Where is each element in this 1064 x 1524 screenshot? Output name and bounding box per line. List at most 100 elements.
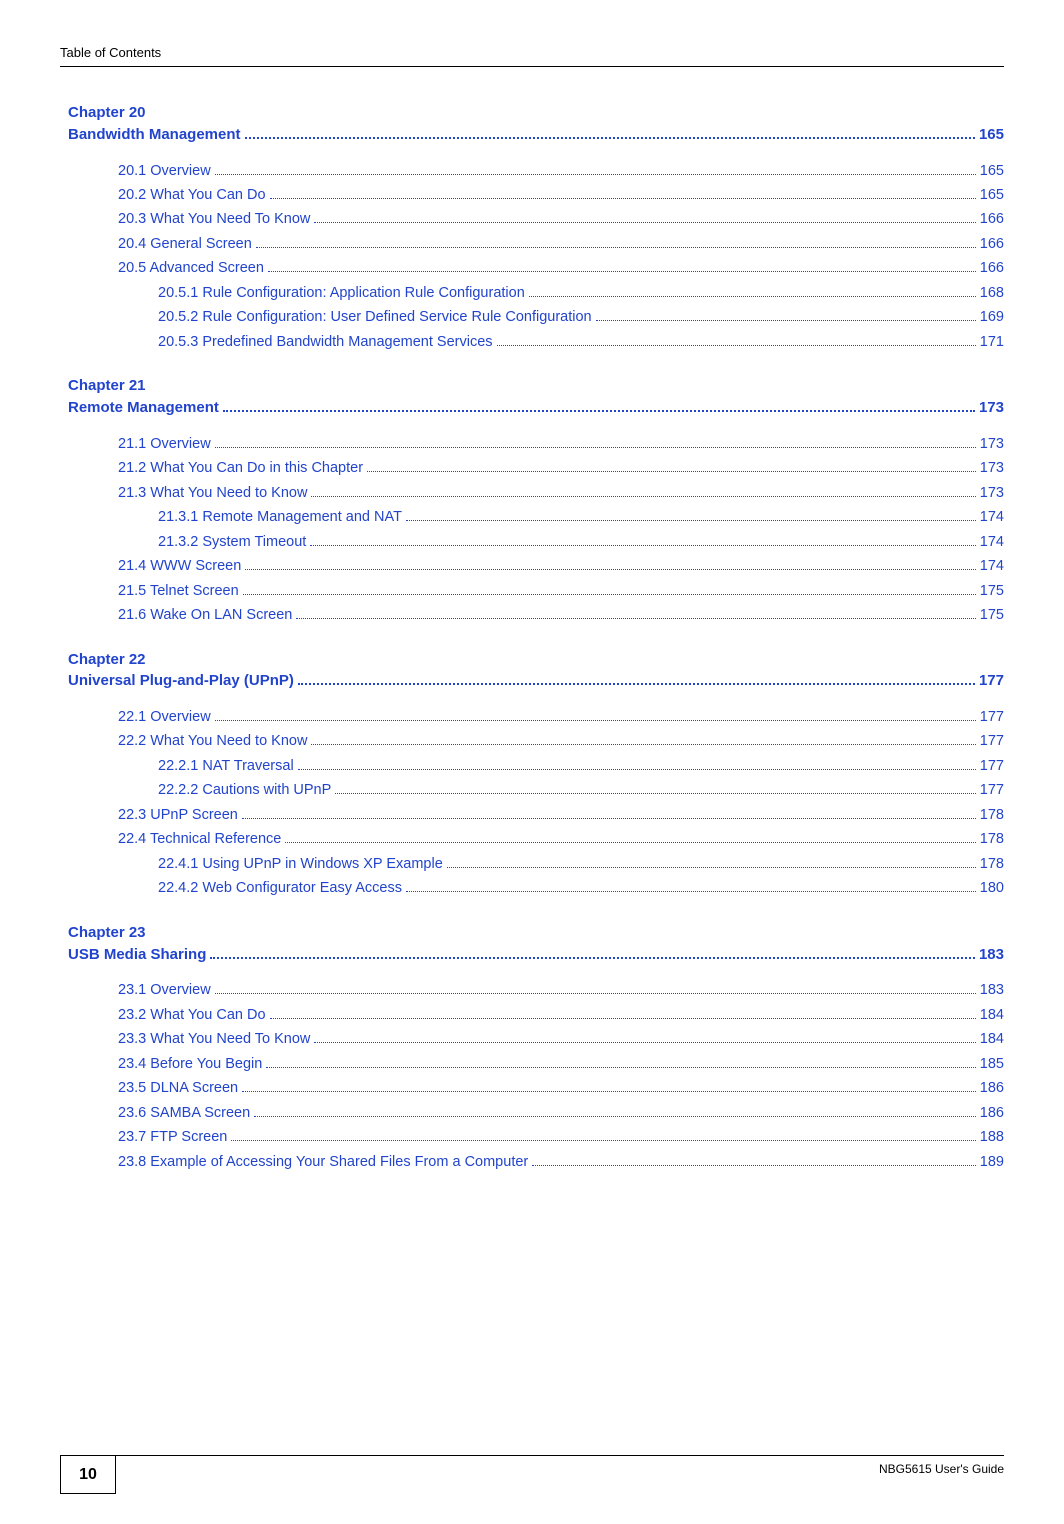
toc-entry-page: 174: [980, 506, 1004, 528]
leader-dots: [268, 271, 976, 272]
toc-line[interactable]: 20.3 What You Need To Know 166: [118, 208, 1004, 230]
leader-dots: [497, 345, 976, 346]
toc-line[interactable]: 21.4 WWW Screen 174: [118, 555, 1004, 577]
toc-line[interactable]: 21.5 Telnet Screen 175: [118, 580, 1004, 602]
toc-line[interactable]: 20.4 General Screen 166: [118, 233, 1004, 255]
leader-dots: [314, 1042, 975, 1043]
chapter-title: USB Media Sharing: [68, 944, 206, 966]
leader-dots: [285, 842, 975, 843]
leader-dots: [256, 247, 976, 248]
toc-entry-page: 175: [980, 604, 1004, 626]
toc-line[interactable]: 23.5 DLNA Screen 186: [118, 1077, 1004, 1099]
leader-dots: [296, 618, 975, 619]
toc-line[interactable]: 23.8 Example of Accessing Your Shared Fi…: [118, 1151, 1004, 1173]
toc-entry-text: 22.4 Technical Reference: [118, 828, 281, 850]
toc-entry-text: 21.2 What You Can Do in this Chapter: [118, 457, 363, 479]
toc-entry-page: 171: [980, 331, 1004, 353]
toc-line[interactable]: 23.2 What You Can Do 184: [118, 1004, 1004, 1026]
toc-line[interactable]: 21.2 What You Can Do in this Chapter 173: [118, 457, 1004, 479]
toc-line[interactable]: 20.5 Advanced Screen 166: [118, 257, 1004, 279]
leader-dots: [314, 222, 975, 223]
toc-entry-text: 20.4 General Screen: [118, 233, 252, 255]
leader-dots: [223, 410, 975, 412]
toc-entry-page: 168: [980, 282, 1004, 304]
toc-entry-text: 21.1 Overview: [118, 433, 211, 455]
chapter-title-line[interactable]: Universal Plug-and-Play (UPnP) 177: [68, 670, 1004, 692]
chapter-page: 183: [979, 944, 1004, 966]
toc-line[interactable]: 23.3 What You Need To Know 184: [118, 1028, 1004, 1050]
toc-entry-text: 23.4 Before You Begin: [118, 1053, 262, 1075]
toc-line[interactable]: 21.1 Overview 173: [118, 433, 1004, 455]
toc-entry-page: 165: [980, 184, 1004, 206]
toc-entry-text: 23.3 What You Need To Know: [118, 1028, 310, 1050]
toc-line[interactable]: 22.4 Technical Reference 178: [118, 828, 1004, 850]
toc-line[interactable]: 20.5.1 Rule Configuration: Application R…: [118, 282, 1004, 304]
leader-dots: [266, 1067, 975, 1068]
leader-dots: [243, 594, 976, 595]
toc-entry-text: 20.3 What You Need To Know: [118, 208, 310, 230]
section-list: 23.1 Overview 183 23.2 What You Can Do 18…: [68, 979, 1004, 1173]
chapter-block: Chapter 23USB Media Sharing 183 23.1 Overv…: [68, 922, 1004, 1173]
toc-line[interactable]: 21.3.2 System Timeout 174: [118, 531, 1004, 553]
chapter-label[interactable]: Chapter 23: [68, 922, 1004, 944]
toc-entry-page: 186: [980, 1077, 1004, 1099]
toc-line[interactable]: 22.4.1 Using UPnP in Windows XP Example …: [118, 853, 1004, 875]
toc-entry-text: 23.6 SAMBA Screen: [118, 1102, 250, 1124]
guide-name: NBG5615 User's Guide: [879, 1456, 1004, 1476]
toc-entry-page: 173: [980, 457, 1004, 479]
page-footer: 10 NBG5615 User's Guide: [60, 1455, 1004, 1494]
chapter-title: Bandwidth Management: [68, 124, 241, 146]
toc-line[interactable]: 22.4.2 Web Configurator Easy Access 180: [118, 877, 1004, 899]
toc-line[interactable]: 20.5.2 Rule Configuration: User Defined …: [118, 306, 1004, 328]
toc-line[interactable]: 22.2 What You Need to Know 177: [118, 730, 1004, 752]
chapter-label[interactable]: Chapter 20: [68, 102, 1004, 124]
toc-line[interactable]: 22.1 Overview 177: [118, 706, 1004, 728]
toc-entry-text: 23.8 Example of Accessing Your Shared Fi…: [118, 1151, 528, 1173]
toc-line[interactable]: 20.1 Overview 165: [118, 160, 1004, 182]
toc-line[interactable]: 23.4 Before You Begin 185: [118, 1053, 1004, 1075]
chapter-label[interactable]: Chapter 21: [68, 375, 1004, 397]
toc-entry-page: 178: [980, 853, 1004, 875]
toc-entry-text: 23.2 What You Can Do: [118, 1004, 266, 1026]
toc-entry-text: 22.2 What You Need to Know: [118, 730, 307, 752]
toc-line[interactable]: 22.3 UPnP Screen 178: [118, 804, 1004, 826]
leader-dots: [310, 545, 976, 546]
toc-entry-text: 22.2.2 Cautions with UPnP: [158, 779, 331, 801]
toc-entry-page: 186: [980, 1102, 1004, 1124]
toc-entry-text: 21.6 Wake On LAN Screen: [118, 604, 292, 626]
page-number: 10: [60, 1456, 116, 1494]
leader-dots: [298, 769, 976, 770]
toc-entry-page: 173: [980, 482, 1004, 504]
toc-entry-page: 174: [980, 531, 1004, 553]
leader-dots: [298, 683, 975, 685]
toc-entry-page: 177: [980, 706, 1004, 728]
chapter-title-line[interactable]: USB Media Sharing 183: [68, 944, 1004, 966]
leader-dots: [242, 1091, 976, 1092]
chapter-page: 177: [979, 670, 1004, 692]
leader-dots: [245, 569, 976, 570]
toc-entry-page: 178: [980, 828, 1004, 850]
toc-line[interactable]: 21.3 What You Need to Know 173: [118, 482, 1004, 504]
toc-line[interactable]: 20.5.3 Predefined Bandwidth Management S…: [118, 331, 1004, 353]
toc-line[interactable]: 21.3.1 Remote Management and NAT 174: [118, 506, 1004, 528]
toc-line[interactable]: 23.7 FTP Screen 188: [118, 1126, 1004, 1148]
toc-line[interactable]: 23.6 SAMBA Screen 186: [118, 1102, 1004, 1124]
toc-entry-page: 175: [980, 580, 1004, 602]
chapter-page: 165: [979, 124, 1004, 146]
toc-line[interactable]: 22.2.1 NAT Traversal 177: [118, 755, 1004, 777]
leader-dots: [335, 793, 976, 794]
toc-line[interactable]: 23.1 Overview 183: [118, 979, 1004, 1001]
chapter-label[interactable]: Chapter 22: [68, 649, 1004, 671]
chapter-title: Universal Plug-and-Play (UPnP): [68, 670, 294, 692]
chapter-title-line[interactable]: Remote Management173: [68, 397, 1004, 419]
toc-entry-text: 20.5.1 Rule Configuration: Application R…: [158, 282, 525, 304]
chapter-title-line[interactable]: Bandwidth Management 165: [68, 124, 1004, 146]
section-list: 20.1 Overview 16520.2 What You Can Do 16…: [68, 160, 1004, 354]
leader-dots: [596, 320, 976, 321]
chapter-title: Remote Management: [68, 397, 219, 419]
toc-line[interactable]: 21.6 Wake On LAN Screen 175: [118, 604, 1004, 626]
chapter-block: Chapter 21Remote Management17321.1 Overv…: [68, 375, 1004, 626]
toc-entry-text: 20.5 Advanced Screen: [118, 257, 264, 279]
toc-line[interactable]: 20.2 What You Can Do 165: [118, 184, 1004, 206]
toc-line[interactable]: 22.2.2 Cautions with UPnP 177: [118, 779, 1004, 801]
